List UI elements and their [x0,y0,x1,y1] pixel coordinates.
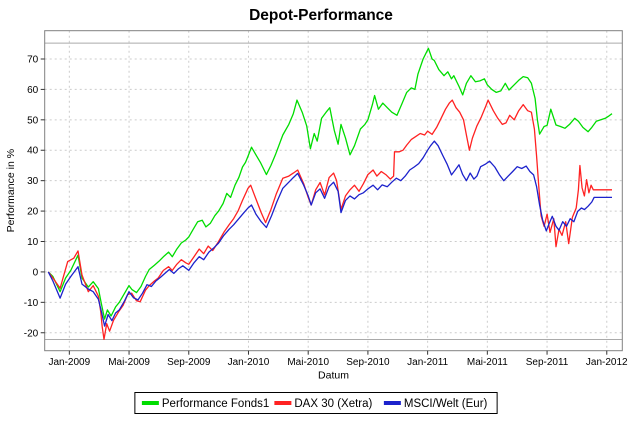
legend-label-1: Performance Fonds1 [162,398,269,410]
y-tick-label: 60 [27,85,39,96]
x-tick-label: Mai-2009 [108,357,150,368]
legend-label-3: MSCI/Welt (Eur) [404,398,488,410]
x-tick-label: Jan-2012 [586,357,628,368]
x-tick-label: Sep-2009 [167,357,211,368]
x-axis-title: Datum [318,370,349,382]
y-tick-label: 70 [27,54,39,65]
y-tick-label: -10 [24,298,39,309]
y-tick-label: 30 [27,176,39,187]
gridlines [44,30,623,351]
x-tick-label: Sep-2011 [526,357,569,368]
y-tick-label: 0 [33,267,39,278]
x-tick-label: Jan-2011 [407,357,448,368]
legend-label-2: DAX 30 (Xetra) [294,398,372,410]
y-tick-label: 40 [27,146,39,157]
x-tick-label: Sep-2010 [346,357,390,368]
series-line-performance-fonds1 [47,47,613,320]
min-max-marker-lines [44,42,623,340]
x-tick-label: Jan-2010 [228,357,270,368]
y-tick-label: 50 [27,115,39,126]
legend: Performance Fonds1 DAX 30 (Xetra) MSCI/Wel… [134,392,498,414]
y-tick-label: -20 [24,328,39,339]
x-tick-label: Mai-2010 [287,357,329,368]
x-tick-label: Mai-2011 [467,357,508,368]
legend-box [134,392,498,414]
chart-title: Depot-Performance [249,7,393,24]
y-tick-label: 10 [27,237,39,248]
plot-border [44,30,623,352]
axis-ticks: Jan-2009 Mai-2009 Sep-2009 Jan-2010 Mai-2010… [24,54,628,368]
y-tick-label: 20 [27,207,39,218]
x-tick-label: Jan-2009 [48,357,90,368]
y-axis-title: Performance in % [5,149,17,232]
series-line-dax-30-xetra- [47,99,612,341]
series-line-msci-welt-eur- [47,140,612,327]
series-lines [47,47,613,341]
